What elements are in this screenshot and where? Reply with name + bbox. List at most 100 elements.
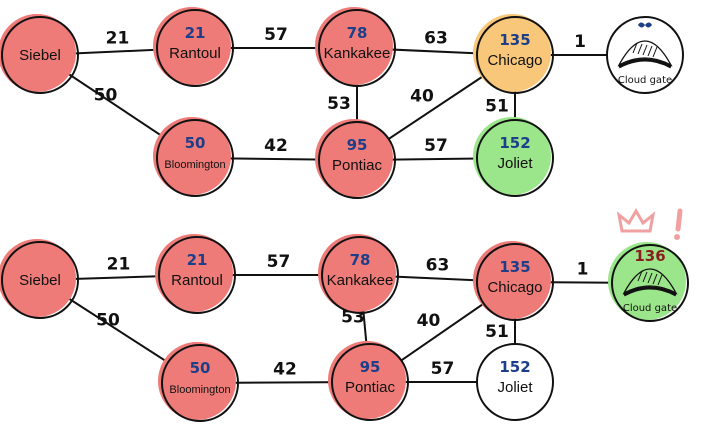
node-distance: 21 <box>185 24 206 42</box>
node-distance: 50 <box>185 134 206 152</box>
node-distance: 152 <box>499 358 530 376</box>
node-outline <box>318 121 396 199</box>
node-outline <box>606 16 684 94</box>
node-fill <box>473 14 551 92</box>
infinity-icon <box>638 22 652 28</box>
node-cloudgate: Cloud gate <box>606 16 684 94</box>
node-fill <box>473 241 551 319</box>
graph-1: 21 57 63 1 50 42 53 40 51 57 Siebel Rantoul 21 Kankak… <box>0 7 684 199</box>
node-outline <box>156 9 234 87</box>
node-label: Chicago <box>487 279 542 296</box>
node-label: Rantoul <box>171 272 223 289</box>
node-distance: 152 <box>499 134 530 152</box>
node-chicago: Chicago 135 <box>473 14 554 94</box>
edge-weight: 51 <box>485 97 509 117</box>
node-outline <box>321 236 399 314</box>
edge-weight: 42 <box>273 360 297 380</box>
node-fill <box>473 117 551 195</box>
node-pontiac: Pontiac 95 <box>328 341 409 421</box>
edge-weight: 57 <box>431 359 455 379</box>
node-kankakee: Kankakee 78 <box>318 234 399 314</box>
node-joliet: Joliet 152 <box>473 117 554 197</box>
node-distance: 78 <box>350 251 371 269</box>
cloud-gate-icon <box>617 40 673 69</box>
node-distance: 95 <box>347 136 368 154</box>
node-bloomington: Bloomington 50 <box>153 117 234 197</box>
node-label: Chicago <box>487 52 542 69</box>
cloud-gate-shape <box>617 40 673 67</box>
node-fill <box>315 7 393 85</box>
node-outline <box>611 244 689 322</box>
node-label: Pontiac <box>332 157 383 174</box>
node-distance: 50 <box>190 359 211 377</box>
node-rantoul: Rantoul 21 <box>155 234 236 314</box>
node-distance: 136 <box>634 247 665 265</box>
cloud-gate-hatch <box>652 46 658 58</box>
edge-weight: 57 <box>267 252 291 272</box>
edge-weight: 53 <box>327 94 351 114</box>
cloud-gate-base <box>623 286 677 297</box>
node-outline <box>1 16 79 94</box>
node-label: Cloud gate <box>618 75 672 86</box>
node-outline <box>476 243 554 321</box>
edge-weight: 57 <box>264 25 288 45</box>
cloud-gate-shape <box>622 268 678 295</box>
node-fill <box>608 242 686 320</box>
node-chicago: Chicago 135 <box>473 241 554 321</box>
node-outline <box>331 343 409 421</box>
node-siebel: Siebel <box>0 239 79 319</box>
node-fill <box>153 7 231 85</box>
node-label: Joliet <box>497 155 533 172</box>
node-distance: 135 <box>499 31 530 49</box>
node-label: Siebel <box>19 272 61 289</box>
cloud-gate-icon <box>622 268 678 297</box>
nodes: Siebel Rantoul 21 Kankakee 78 Chicago 135 Cloud… <box>0 208 689 422</box>
edge-weight: 57 <box>424 136 448 156</box>
node-label: Kankakee <box>327 272 394 289</box>
edge-weight: 63 <box>426 256 450 276</box>
node-outline <box>161 344 239 422</box>
edge-weight: 1 <box>577 260 589 280</box>
edge-weight: 42 <box>264 136 288 156</box>
node-outline <box>476 119 554 197</box>
edge-weight: 40 <box>410 87 434 107</box>
edge-weight: 40 <box>417 311 441 331</box>
cloud-gate-hatch <box>647 45 653 57</box>
cloud-gate-base <box>618 58 672 69</box>
node-outline <box>318 9 396 87</box>
node-label: Bloomington <box>169 384 230 396</box>
node-fill <box>155 234 233 312</box>
node-label: Rantoul <box>169 45 221 62</box>
node-outline <box>156 119 234 197</box>
cloud-gate-hatch <box>632 42 638 54</box>
node-distance: 95 <box>360 358 381 376</box>
exclamation-dot <box>674 234 680 240</box>
node-outline <box>476 343 554 421</box>
node-fill <box>0 239 76 317</box>
node-cloudgate: Cloud gate 136 <box>608 208 689 322</box>
node-label: Joliet <box>497 379 533 396</box>
node-siebel: Siebel <box>0 14 79 94</box>
exclamation-icon <box>675 208 683 232</box>
node-joliet: Joliet 152 <box>476 343 554 421</box>
node-label: Siebel <box>19 47 61 64</box>
node-distance: 135 <box>499 258 530 276</box>
node-label: Kankakee <box>324 45 391 62</box>
node-pontiac: Pontiac 95 <box>315 119 396 199</box>
node-distance: 78 <box>347 24 368 42</box>
cloud-gate-hatch <box>642 271 648 283</box>
edge-weight: 51 <box>485 322 509 342</box>
edge-weight: 63 <box>424 29 448 49</box>
edge-weight: 21 <box>106 29 130 49</box>
node-outline <box>476 16 554 94</box>
nodes: Siebel Rantoul 21 Kankakee 78 Chicago 135 Cloud… <box>0 7 684 199</box>
node-fill <box>158 342 236 420</box>
edge-weight: 21 <box>107 255 131 275</box>
node-outline <box>158 236 236 314</box>
cloud-gate-hatch <box>657 274 663 286</box>
node-fill <box>318 234 396 312</box>
node-rantoul: Rantoul 21 <box>153 7 234 87</box>
node-fill <box>328 341 406 419</box>
